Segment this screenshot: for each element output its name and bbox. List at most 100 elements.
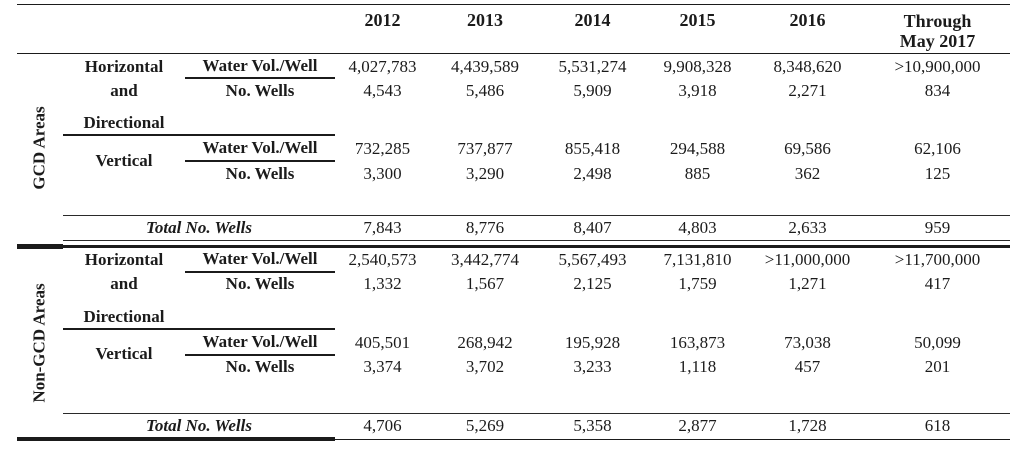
column-header-2013: 2013	[467, 10, 503, 30]
metric-label-water-vol: Water Vol./Well	[185, 54, 335, 79]
total-value-cell: 1,728	[750, 412, 865, 439]
metric-label-no-wells: No. Wells	[225, 357, 295, 376]
value-cell: 457	[794, 357, 821, 376]
value-cell: 885	[684, 163, 711, 183]
value-cell: 1,118	[678, 357, 717, 376]
value-cell: 201	[924, 357, 951, 376]
value-cell: 5,567,493	[558, 250, 627, 269]
value-cell: 3,300	[363, 163, 402, 183]
metric-label-water-vol: Water Vol./Well	[185, 248, 335, 273]
value-cell: 2,271	[788, 80, 827, 100]
total-value-cell: 959	[865, 215, 1010, 241]
table-header-row: 2012 2013 2014 2015 2016 Through May 201…	[17, 4, 1010, 54]
value-cell: 1,332	[363, 274, 402, 293]
value-cell: 732,285	[354, 139, 411, 158]
column-header-2015: 2015	[679, 10, 716, 30]
value-cell: 3,702	[465, 357, 505, 376]
value-cell: 4,543	[363, 80, 402, 100]
section-gcd-areas: GCD Areas Horizontal and Water Vol./Well…	[17, 54, 1010, 241]
column-header-through-line2: May 2017	[899, 31, 976, 51]
section-non-gcd-areas: Non-GCD Areas Horizontal and Water Vol./…	[17, 248, 1010, 439]
value-cell: >10,900,000	[894, 56, 981, 76]
value-cell: 2,125	[573, 274, 612, 293]
value-cell: 834	[924, 80, 951, 100]
value-cell: >11,000,000	[764, 250, 851, 269]
value-cell: 417	[924, 274, 951, 293]
value-cell: 125	[924, 163, 951, 183]
column-header-through-may-2017: Through May 2017	[865, 5, 1010, 53]
metric-label-water-vol: Water Vol./Well	[185, 330, 335, 356]
total-value-cell: 8,407	[540, 215, 645, 241]
metric-label-no-wells: No. Wells	[225, 163, 295, 183]
value-cell: 3,290	[465, 163, 505, 183]
value-cell: 1,271	[788, 274, 827, 293]
value-cell: 294,588	[669, 139, 726, 158]
well-type-row-directional: Directional	[63, 306, 335, 330]
total-no-wells-label: Total No. Wells	[63, 412, 335, 439]
metric-label-no-wells: No. Wells	[225, 274, 295, 293]
total-value-cell: 8,776	[430, 215, 540, 241]
metric-label-no-wells: No. Wells	[225, 80, 295, 100]
value-cell: 73,038	[784, 332, 831, 352]
section-label-gcd: GCD Areas	[17, 54, 63, 241]
value-cell: 3,442,774	[451, 250, 519, 269]
column-header-2016: 2016	[789, 10, 826, 30]
value-cell: 268,942	[457, 332, 513, 352]
value-cell: 4,439,589	[451, 56, 519, 76]
table-bottom-thick-segment	[17, 437, 335, 441]
total-value-cell: 4,706	[335, 412, 430, 439]
value-cell: 5,909	[573, 80, 612, 100]
value-cell: 2,540,573	[348, 250, 417, 269]
value-cell: 7,131,810	[663, 250, 732, 269]
well-type-label-vertical: Vertical	[95, 344, 153, 363]
value-cell: 4,027,783	[348, 56, 417, 76]
value-cell: 3,374	[363, 357, 402, 376]
total-value-cell: 7,843	[335, 215, 430, 241]
total-no-wells-label: Total No. Wells	[63, 215, 335, 241]
rotated-label-gcd-areas: GCD Areas	[30, 105, 50, 190]
total-value-cell: 5,358	[540, 412, 645, 439]
water-use-table: 2012 2013 2014 2015 2016 Through May 201…	[17, 4, 1010, 441]
total-value-cell: 618	[865, 412, 1010, 439]
well-type-label-horizontal: Horizontal	[84, 56, 164, 76]
well-type-label-horizontal: Horizontal	[84, 250, 164, 269]
value-cell: 62,106	[914, 139, 961, 158]
section-label-non-gcd: Non-GCD Areas	[17, 248, 63, 439]
total-value-cell: 5,269	[430, 412, 540, 439]
section-divider-rule	[17, 244, 1010, 249]
well-type-label-vertical: Vertical	[95, 150, 153, 170]
column-header-2012: 2012	[364, 10, 401, 30]
well-type-row-directional: Directional	[63, 112, 335, 136]
value-cell: 195,928	[564, 332, 621, 352]
value-cell: 3,918	[678, 80, 717, 100]
value-cell: >11,700,000	[894, 250, 981, 269]
column-header-2014: 2014	[574, 10, 611, 30]
metric-label-water-vol: Water Vol./Well	[185, 136, 335, 162]
value-cell: 5,486	[465, 80, 505, 100]
column-header-through-line1: Through	[903, 11, 972, 31]
section-divider-thick-segment	[17, 244, 63, 249]
value-cell: 163,873	[669, 332, 726, 352]
value-cell: 855,418	[564, 139, 621, 158]
value-cell: 737,877	[457, 139, 513, 158]
well-type-label-directional: Directional	[83, 306, 165, 326]
value-cell: 3,233	[573, 357, 612, 376]
well-type-label-and: and	[110, 80, 138, 100]
value-cell: 1,759	[678, 274, 717, 293]
rotated-label-non-gcd-areas: Non-GCD Areas	[30, 283, 50, 403]
value-cell: 2,498	[573, 163, 612, 183]
well-type-label-directional: Directional	[83, 113, 165, 132]
value-cell: 362	[794, 163, 821, 183]
value-cell: 5,531,274	[558, 56, 627, 76]
total-value-cell: 2,877	[645, 412, 750, 439]
value-cell: 1,567	[465, 274, 505, 293]
well-type-label-and: and	[110, 274, 138, 293]
value-cell: 8,348,620	[773, 56, 842, 76]
total-value-cell: 2,633	[750, 215, 865, 241]
value-cell: 50,099	[914, 332, 961, 352]
value-cell: 9,908,328	[663, 56, 732, 76]
value-cell: 405,501	[354, 332, 411, 352]
total-value-cell: 4,803	[645, 215, 750, 241]
value-cell: 69,586	[784, 139, 831, 158]
